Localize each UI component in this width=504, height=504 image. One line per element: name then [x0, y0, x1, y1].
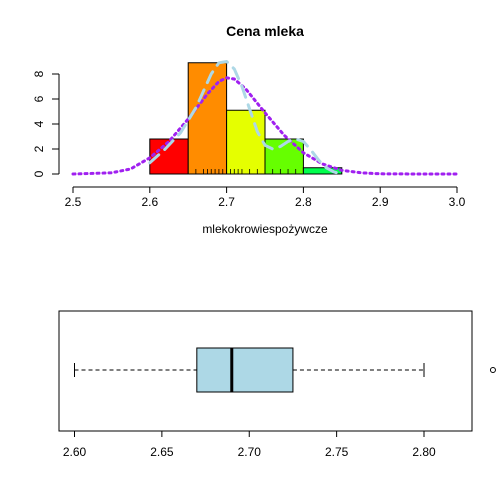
- x-tick-label: 2.5: [65, 195, 82, 209]
- x-tick-label: 2.7: [218, 195, 235, 209]
- histogram-bar-4: [264, 138, 304, 175]
- density-curve-dashed: [148, 60, 344, 176]
- boxplot-marks: [74, 347, 496, 393]
- x-tick-label: 2.9: [372, 195, 389, 209]
- x-tick-label: 2.60: [63, 445, 87, 459]
- histogram-bar-3: [226, 109, 266, 175]
- x-tick-label: 2.8: [295, 195, 312, 209]
- boxplot-panel: 2.60 2.65 2.70 2.75 2.80: [58, 310, 496, 459]
- x-tick-label: 2.70: [238, 445, 262, 459]
- x-tick-label: 2.75: [325, 445, 349, 459]
- x-axis-label: mlekokrowiespożywcze: [202, 222, 328, 236]
- y-tick-label: 6: [32, 95, 46, 102]
- x-tick-label: 3.0: [449, 195, 466, 209]
- x-tick-label: 2.65: [150, 445, 174, 459]
- density-curve-dotted: [71, 76, 459, 176]
- histogram-panel: Cena mleka 2.5 2.6 2.7 2.8 2.9 3.0 0 2 4 6 8 mlek…: [32, 23, 465, 236]
- y-tick-label: 0: [32, 170, 46, 177]
- density-lines: [71, 60, 459, 176]
- x-tick-label: 2.6: [141, 195, 158, 209]
- chart-title: Cena mleka: [226, 23, 304, 39]
- box-iqr: [196, 347, 294, 393]
- y-axis: 0 2 4 6 8: [32, 70, 60, 177]
- y-tick-label: 2: [32, 145, 46, 152]
- x-axis: 2.5 2.6 2.7 2.8 2.9 3.0: [65, 186, 466, 209]
- y-tick-label: 4: [32, 120, 46, 127]
- outlier-point-1: [489, 367, 496, 373]
- x-tick-label: 2.80: [412, 445, 436, 459]
- rug-marks: [195, 169, 297, 174]
- y-tick-label: 8: [32, 70, 46, 77]
- x-axis: 2.60 2.65 2.70 2.75 2.80: [63, 430, 436, 459]
